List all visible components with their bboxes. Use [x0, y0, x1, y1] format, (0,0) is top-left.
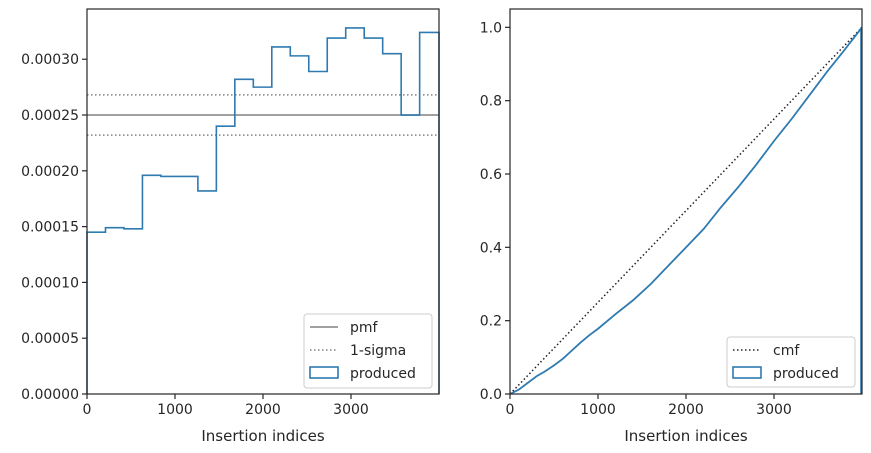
legend-pmf-label: pmf — [350, 320, 379, 336]
x-tick-label: 1000 — [580, 402, 616, 418]
x-tick-label: 2000 — [668, 402, 704, 418]
legend-box — [726, 336, 856, 388]
produced-cdf-line — [509, 26, 863, 395]
x-axis-label: Insertion indices — [624, 427, 747, 445]
legend-1-sigma-label: 1-sigma — [350, 343, 406, 359]
x-axis-label: Insertion indices — [201, 427, 324, 445]
y-tick-label: 0.00000 — [21, 387, 79, 403]
x-tick-label: 0 — [506, 402, 515, 418]
x-tick-label: 2000 — [245, 402, 281, 418]
y-tick-label: 0.00010 — [21, 275, 79, 291]
x-tick-label: 3000 — [333, 402, 369, 418]
legend-produced-swatch — [732, 366, 762, 379]
x-tick-label: 3000 — [756, 402, 792, 418]
legend-produced-label: produced — [350, 366, 416, 382]
x-tick-label: 0 — [83, 402, 92, 418]
legend: pmf 1-sigma produced — [303, 313, 433, 389]
legend-box — [303, 313, 433, 389]
cmf-line — [509, 26, 863, 395]
legend-produced-label: produced — [773, 366, 839, 382]
legend-cmf-label: cmf — [773, 343, 800, 359]
y-tick-label: 0.00025 — [21, 108, 79, 124]
y-tick-label: 1.0 — [480, 20, 502, 36]
pmf-histogram-panel: 0 1000 2000 3000 0.00000 0.00005 0.00010 0.0001… — [21, 8, 440, 445]
y-tick-label: 0.00020 — [21, 164, 79, 180]
produced-step-histogram — [86, 27, 440, 394]
y-tick-label: 0.00015 — [21, 220, 79, 236]
y-tick-label: 0.2 — [480, 314, 502, 330]
y-tick-label: 0.6 — [480, 167, 502, 183]
y-tick-label: 0.0 — [480, 387, 502, 403]
legend-produced-swatch — [309, 366, 339, 379]
x-tick-label: 1000 — [157, 402, 193, 418]
y-tick-label: 0.8 — [480, 94, 502, 110]
cmf-panel: 0 1000 2000 3000 0.0 0.2 0.4 0.6 0.8 1.0 Insertion… — [480, 8, 863, 445]
y-tick-label: 0.4 — [480, 240, 502, 256]
legend: cmf produced — [726, 336, 856, 388]
plot-frame — [509, 8, 863, 395]
y-tick-label: 0.00030 — [21, 52, 79, 68]
y-tick-label: 0.00005 — [21, 331, 79, 347]
